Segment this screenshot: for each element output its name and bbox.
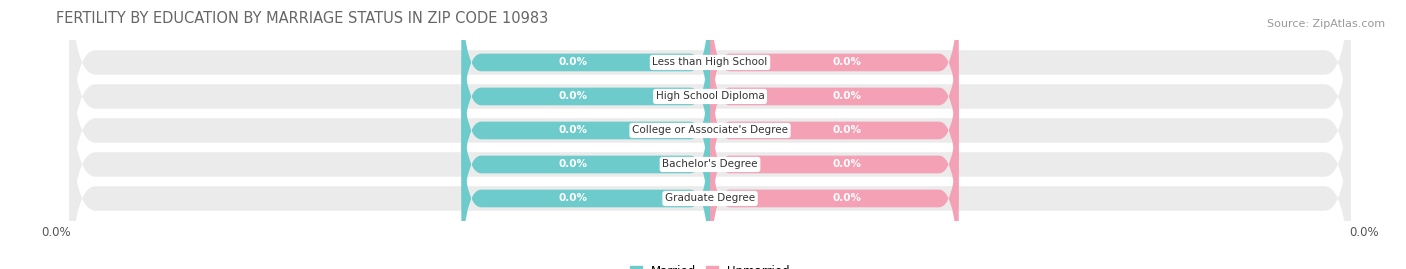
FancyBboxPatch shape: [710, 37, 959, 224]
Text: 0.0%: 0.0%: [560, 160, 588, 169]
Text: Source: ZipAtlas.com: Source: ZipAtlas.com: [1267, 19, 1385, 29]
Text: Less than High School: Less than High School: [652, 58, 768, 68]
Text: 0.0%: 0.0%: [832, 160, 860, 169]
FancyBboxPatch shape: [69, 0, 1351, 220]
FancyBboxPatch shape: [710, 71, 959, 258]
FancyBboxPatch shape: [461, 3, 710, 190]
FancyBboxPatch shape: [69, 0, 1351, 186]
FancyBboxPatch shape: [461, 71, 710, 258]
Text: FERTILITY BY EDUCATION BY MARRIAGE STATUS IN ZIP CODE 10983: FERTILITY BY EDUCATION BY MARRIAGE STATU…: [56, 11, 548, 26]
FancyBboxPatch shape: [461, 0, 710, 156]
Legend: Married, Unmarried: Married, Unmarried: [626, 261, 794, 269]
Text: 0.0%: 0.0%: [560, 125, 588, 136]
FancyBboxPatch shape: [461, 105, 710, 269]
Text: 0.0%: 0.0%: [560, 58, 588, 68]
Text: 0.0%: 0.0%: [832, 58, 860, 68]
Text: 0.0%: 0.0%: [560, 91, 588, 101]
Text: 0.0%: 0.0%: [832, 193, 860, 203]
FancyBboxPatch shape: [69, 41, 1351, 269]
FancyBboxPatch shape: [461, 37, 710, 224]
FancyBboxPatch shape: [69, 75, 1351, 269]
FancyBboxPatch shape: [710, 3, 959, 190]
FancyBboxPatch shape: [69, 7, 1351, 254]
FancyBboxPatch shape: [710, 0, 959, 156]
Text: High School Diploma: High School Diploma: [655, 91, 765, 101]
Text: College or Associate's Degree: College or Associate's Degree: [633, 125, 787, 136]
FancyBboxPatch shape: [710, 105, 959, 269]
Text: 0.0%: 0.0%: [832, 91, 860, 101]
Text: 0.0%: 0.0%: [560, 193, 588, 203]
Text: Graduate Degree: Graduate Degree: [665, 193, 755, 203]
Text: Bachelor's Degree: Bachelor's Degree: [662, 160, 758, 169]
Text: 0.0%: 0.0%: [832, 125, 860, 136]
